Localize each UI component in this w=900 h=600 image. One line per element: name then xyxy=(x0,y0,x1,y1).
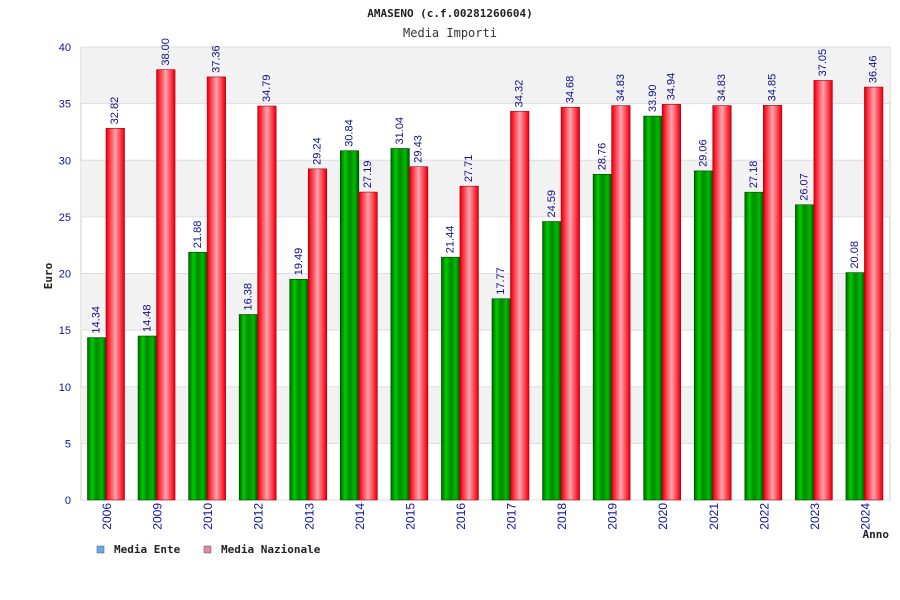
bar-media-ente-2015 xyxy=(390,148,410,501)
value-label-media-nazionale-2017: 34.32 xyxy=(514,80,526,108)
y-tick-label: 20 xyxy=(59,269,71,281)
x-tick-label-2014: 2014 xyxy=(353,503,367,530)
value-label-media-nazionale-2015: 29.43 xyxy=(413,135,425,163)
bar-media-nazionale-2020 xyxy=(661,104,681,501)
bar-media-ente-2021 xyxy=(693,170,714,501)
value-label-media-ente-2013: 19.49 xyxy=(293,248,305,276)
bar-media-nazionale-2016 xyxy=(459,185,479,501)
value-label-media-ente-2019: 28.76 xyxy=(596,143,608,171)
value-label-media-nazionale-2019: 34.83 xyxy=(615,74,627,102)
value-label-media-nazionale-2014: 27.19 xyxy=(362,161,374,189)
value-label-media-nazionale-2009: 38.00 xyxy=(160,38,172,66)
y-tick-label: 25 xyxy=(59,212,71,224)
x-tick-label-2021: 2021 xyxy=(707,503,721,530)
legend-swatch-media-ente xyxy=(96,545,105,554)
value-label-media-ente-2014: 30.84 xyxy=(344,119,356,147)
y-tick-label: 30 xyxy=(59,155,71,167)
x-tick-label-2020: 2020 xyxy=(656,503,670,530)
y-tick-label: 10 xyxy=(59,382,71,394)
chart-subtitle: Media Importi xyxy=(403,26,497,40)
value-label-media-ente-2023: 26.07 xyxy=(799,173,811,201)
x-tick-label-2016: 2016 xyxy=(454,503,468,530)
legend-label-media-ente: Media Ente xyxy=(114,543,181,556)
bar-media-nazionale-2022 xyxy=(763,105,783,501)
bar-media-ente-2006 xyxy=(87,337,107,501)
bar-media-ente-2017 xyxy=(491,298,511,501)
bar-media-nazionale-2006 xyxy=(105,128,125,501)
bar-media-nazionale-2013 xyxy=(307,168,328,501)
x-tick-label-2012: 2012 xyxy=(252,503,266,530)
bar-media-ente-2019 xyxy=(592,173,612,501)
value-label-media-ente-2022: 27.18 xyxy=(748,161,760,189)
value-label-media-ente-2009: 14.48 xyxy=(141,304,153,332)
bar-media-ente-2020 xyxy=(643,115,663,501)
value-label-media-nazionale-2013: 29.24 xyxy=(312,137,324,165)
y-tick-label: 0 xyxy=(65,495,71,507)
x-tick-label-2015: 2015 xyxy=(403,503,417,530)
bar-media-nazionale-2017 xyxy=(510,111,530,501)
bar-media-nazionale-2024 xyxy=(864,86,884,501)
legend: Media Ente Media Nazionale xyxy=(96,543,321,556)
y-tick-label: 5 xyxy=(65,438,71,450)
y-axis-label: Euro xyxy=(42,262,55,289)
value-label-media-ente-2015: 31.04 xyxy=(394,117,406,145)
value-label-media-nazionale-2021: 34.83 xyxy=(716,74,728,102)
bar-media-ente-2016 xyxy=(441,256,461,501)
bar-media-nazionale-2021 xyxy=(712,105,732,501)
value-label-media-ente-2024: 20.08 xyxy=(849,241,861,269)
bar-media-ente-2014 xyxy=(340,150,360,501)
value-label-media-ente-2006: 14.34 xyxy=(91,306,103,334)
bar-media-nazionale-2015 xyxy=(409,166,429,501)
x-axis-label: Anno xyxy=(863,528,890,541)
x-tick-label-2017: 2017 xyxy=(505,503,519,530)
x-tick-label-2019: 2019 xyxy=(606,503,620,530)
value-label-media-nazionale-2016: 27.71 xyxy=(463,155,475,183)
bar-media-nazionale-2014 xyxy=(358,191,378,501)
value-label-media-nazionale-2024: 36.46 xyxy=(868,56,880,84)
bar-media-ente-2010 xyxy=(188,251,208,501)
value-label-media-ente-2018: 24.59 xyxy=(546,190,558,218)
value-label-media-ente-2021: 29.06 xyxy=(698,139,710,167)
bar-media-ente-2023 xyxy=(795,204,815,501)
value-label-media-nazionale-2010: 37.36 xyxy=(210,45,222,73)
bar-media-nazionale-2019 xyxy=(611,105,631,501)
value-label-media-ente-2016: 21.44 xyxy=(445,226,457,254)
bar-media-ente-2018 xyxy=(542,221,562,501)
x-tick-label-2013: 2013 xyxy=(302,503,316,530)
x-tick-label-2023: 2023 xyxy=(808,503,822,530)
value-label-media-ente-2010: 21.88 xyxy=(192,221,204,249)
value-label-media-nazionale-2012: 34.79 xyxy=(261,74,273,102)
value-label-media-ente-2012: 16.38 xyxy=(242,283,254,311)
y-tick-label: 15 xyxy=(59,325,71,337)
bar-media-ente-2022 xyxy=(744,191,764,501)
bar-media-nazionale-2023 xyxy=(813,80,833,501)
value-label-media-ente-2020: 33.90 xyxy=(647,85,659,113)
bar-media-ente-2009 xyxy=(137,335,157,501)
x-tick-label-2010: 2010 xyxy=(201,503,215,530)
value-label-media-nazionale-2022: 34.85 xyxy=(767,74,779,102)
bar-media-nazionale-2018 xyxy=(560,106,580,501)
bar-media-nazionale-2010 xyxy=(206,76,226,501)
legend-swatch-media-nazionale xyxy=(203,545,212,554)
x-tick-label-2006: 2006 xyxy=(100,503,114,530)
x-tick-label-2022: 2022 xyxy=(757,503,771,530)
y-tick-label: 35 xyxy=(59,99,71,111)
value-label-media-ente-2017: 17.77 xyxy=(495,267,507,295)
chart-title: AMASENO (c.f.00281260604) xyxy=(367,7,533,20)
value-label-media-nazionale-2018: 34.68 xyxy=(564,76,576,104)
bar-media-nazionale-2009 xyxy=(156,69,176,501)
value-label-media-nazionale-2006: 32.82 xyxy=(109,97,121,125)
bar-media-ente-2024 xyxy=(845,272,865,501)
bar-media-ente-2013 xyxy=(289,278,309,501)
value-label-media-nazionale-2020: 34.94 xyxy=(665,73,677,101)
bar-media-nazionale-2012 xyxy=(257,105,277,501)
x-tick-label-2009: 2009 xyxy=(151,503,165,530)
value-label-media-nazionale-2023: 37.05 xyxy=(817,49,829,77)
bar-media-ente-2012 xyxy=(238,314,258,501)
y-tick-label: 40 xyxy=(59,42,71,54)
x-tick-label-2018: 2018 xyxy=(555,503,569,530)
x-tick-label-2024: 2024 xyxy=(858,503,872,530)
legend-label-media-nazionale: Media Nazionale xyxy=(221,543,321,556)
